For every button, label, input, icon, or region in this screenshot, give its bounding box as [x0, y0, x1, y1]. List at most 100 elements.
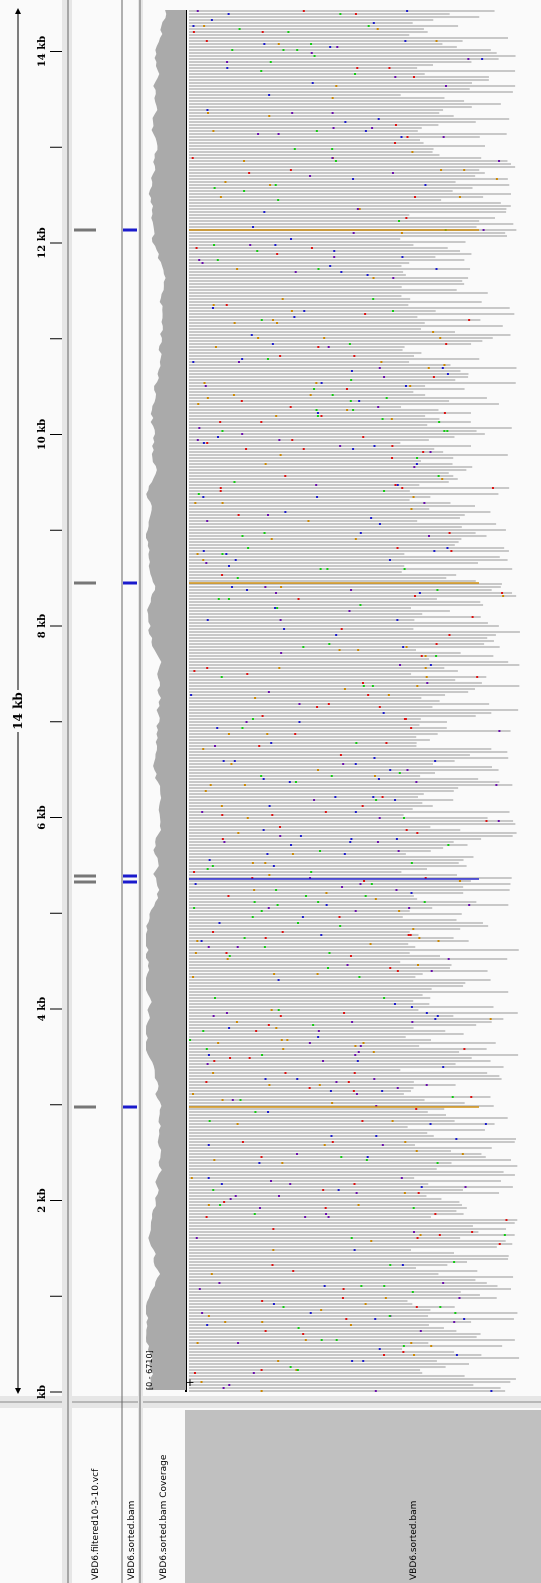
- read: [189, 1000, 413, 1002]
- read: [189, 1045, 419, 1047]
- read: [189, 70, 515, 72]
- mismatch: [431, 970, 433, 972]
- read: [189, 574, 456, 576]
- read: [189, 1240, 506, 1242]
- read: [189, 604, 483, 606]
- mismatch: [392, 1120, 394, 1122]
- read: [189, 862, 459, 864]
- tick-label: 6 kb: [37, 805, 48, 829]
- read: [189, 865, 467, 867]
- read: [189, 97, 444, 99]
- read: [189, 169, 479, 171]
- mismatch: [267, 358, 269, 360]
- read: [189, 643, 484, 645]
- mismatch: [406, 136, 408, 138]
- mismatch: [207, 868, 209, 870]
- mismatch: [324, 1285, 326, 1287]
- mismatch: [391, 457, 393, 459]
- read: [189, 970, 488, 972]
- read: [189, 325, 503, 327]
- mismatch: [341, 886, 343, 888]
- read: [189, 706, 432, 708]
- read: [189, 397, 487, 399]
- mismatch: [268, 907, 270, 909]
- read: [189, 1204, 462, 1206]
- mismatch: [362, 682, 364, 684]
- variant: [74, 582, 96, 585]
- mismatch: [373, 1051, 375, 1053]
- read: [189, 28, 424, 30]
- mismatch: [237, 577, 239, 579]
- mismatch: [268, 94, 270, 96]
- mismatch: [275, 889, 277, 891]
- read: [189, 598, 437, 600]
- read: [189, 769, 499, 771]
- read: [189, 349, 403, 351]
- mismatch: [433, 550, 435, 552]
- mismatch: [335, 634, 337, 636]
- mismatch: [355, 742, 357, 744]
- read: [189, 1120, 455, 1122]
- mismatch: [206, 667, 208, 669]
- mismatch: [319, 1084, 321, 1086]
- read: [189, 418, 439, 420]
- mismatch: [298, 598, 300, 600]
- expand-button[interactable]: +: [185, 1376, 194, 1389]
- read: [189, 334, 510, 336]
- read: [189, 16, 479, 18]
- read: [189, 760, 455, 762]
- read: [189, 64, 433, 66]
- mismatch: [438, 940, 440, 942]
- mismatch: [261, 910, 263, 912]
- read: [189, 478, 458, 480]
- mismatch: [335, 1081, 337, 1083]
- mismatch: [401, 232, 403, 234]
- mismatch: [416, 832, 418, 834]
- mismatch: [375, 1390, 377, 1392]
- read: [189, 277, 468, 279]
- mismatch: [264, 586, 266, 588]
- mismatch: [363, 685, 365, 687]
- mismatch: [282, 298, 284, 300]
- mismatch: [355, 763, 357, 765]
- mismatch: [352, 448, 354, 450]
- mismatch: [436, 40, 438, 42]
- read: [189, 1114, 446, 1116]
- read: [189, 1171, 504, 1173]
- mismatch: [333, 256, 335, 258]
- read: [189, 283, 464, 285]
- mismatch: [241, 400, 243, 402]
- mismatch: [414, 595, 416, 597]
- read: [189, 991, 508, 993]
- divider: [62, 0, 72, 1583]
- mismatch: [270, 61, 272, 63]
- mismatch: [459, 196, 461, 198]
- mismatch: [318, 1030, 320, 1032]
- mismatch: [332, 394, 334, 396]
- read: [189, 442, 400, 444]
- mismatch: [319, 850, 321, 852]
- mismatch: [289, 781, 291, 783]
- mismatch: [260, 421, 262, 423]
- mismatch: [314, 55, 316, 57]
- read: [189, 826, 430, 828]
- read: [189, 91, 513, 93]
- mismatch: [325, 1207, 327, 1209]
- read: [189, 1039, 431, 1041]
- mismatch: [349, 343, 351, 345]
- read: [189, 580, 476, 582]
- mismatch: [344, 853, 346, 855]
- read: [189, 1180, 501, 1182]
- read: [189, 562, 478, 564]
- mismatch: [330, 1090, 332, 1092]
- mismatch: [251, 334, 253, 336]
- read: [189, 910, 410, 912]
- mismatch: [402, 646, 404, 648]
- mismatch: [339, 649, 341, 651]
- read: [189, 265, 401, 267]
- read: [189, 1126, 408, 1128]
- read: [189, 58, 499, 60]
- read: [189, 157, 481, 159]
- mismatch: [401, 487, 403, 489]
- read: [189, 307, 510, 309]
